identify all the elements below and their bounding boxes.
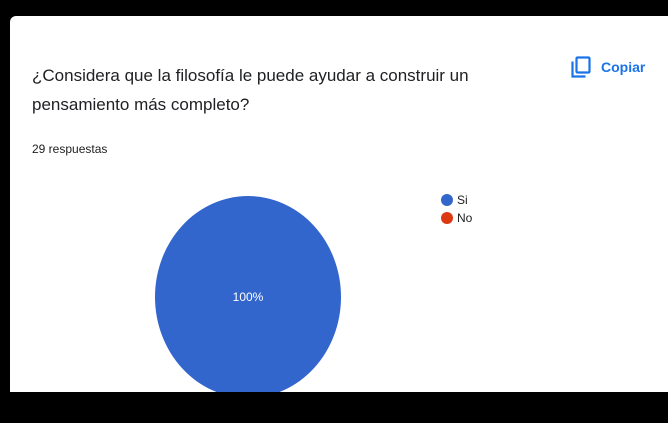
legend-label: Si <box>457 193 468 207</box>
legend-item-no[interactable]: No <box>441 211 473 225</box>
question-card: ¿Considera que la filosofía le puede ayu… <box>10 16 668 392</box>
copy-button-label: Copiar <box>601 59 646 75</box>
copy-button[interactable]: Copiar <box>570 53 645 81</box>
legend-label: No <box>457 211 473 225</box>
pie-slice-label: 100% <box>233 290 264 304</box>
question-title: ¿Considera que la filosofía le puede ayu… <box>32 66 469 114</box>
copy-icon <box>571 56 591 78</box>
legend-swatch <box>441 212 453 224</box>
legend-item-si[interactable]: Si <box>441 193 468 207</box>
pie-slice-si[interactable] <box>155 196 341 392</box>
legend-swatch <box>441 194 453 206</box>
response-count: 29 respuestas <box>32 142 108 156</box>
pie-chart: 100% Si No <box>155 193 473 392</box>
